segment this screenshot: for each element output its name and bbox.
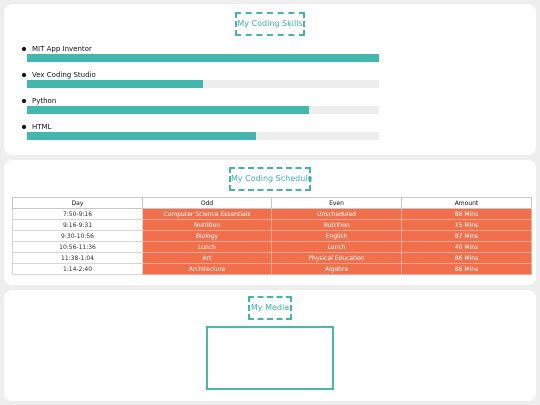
- skill-item: Python: [22, 96, 387, 114]
- skill-progress-bar: [27, 106, 379, 114]
- schedule-header-row: Day Odd Even Amount: [12, 197, 532, 209]
- odd-cell: Biology: [142, 230, 272, 242]
- even-cell: Unscheduled: [271, 208, 402, 220]
- skill-progress-bar: [27, 80, 379, 88]
- skill-item: MIT App Inventor: [22, 44, 387, 62]
- even-cell: English: [271, 230, 402, 242]
- skill-name: HTML: [32, 123, 52, 131]
- table-row: 7:50-9:16 Computer Science Essentials Unsc…: [12, 208, 532, 220]
- table-row: 9:30-10:56 Biology English 87 Mins: [12, 230, 532, 242]
- day-cell: 7:50-9:16: [12, 208, 143, 220]
- skill-progress-bar: [27, 54, 379, 62]
- bullet-icon: [22, 125, 26, 129]
- skill-progress-fill: [27, 106, 309, 114]
- odd-cell: Lunch: [142, 241, 272, 253]
- day-cell: 11:38-1:04: [12, 252, 143, 264]
- bullet-icon: [22, 73, 26, 77]
- odd-cell: Nutrition: [142, 219, 272, 231]
- skill-item: Vex Coding Studio: [22, 70, 387, 88]
- even-cell: Algebra: [271, 263, 402, 275]
- amount-cell: 15 Mins: [401, 219, 532, 231]
- day-cell: 9:30-10:56: [12, 230, 143, 242]
- schedule-card: My Coding Schedule Day Odd Even Amount 7…: [4, 160, 536, 285]
- table-row: 10:56-11:36 Lunch Lunch 40 Mins: [12, 241, 532, 253]
- skill-label: Python: [22, 96, 387, 106]
- skill-progress-fill: [27, 54, 379, 62]
- bullet-icon: [22, 47, 26, 51]
- media-heading: My Media: [248, 296, 292, 320]
- day-cell: 1:14-2:40: [12, 263, 143, 275]
- skill-progress-bar: [27, 132, 379, 140]
- column-header-amount: Amount: [401, 197, 532, 209]
- skill-label: Vex Coding Studio: [22, 70, 387, 80]
- column-header-day: Day: [12, 197, 143, 209]
- skill-label: MIT App Inventor: [22, 44, 387, 54]
- day-cell: 9:16-9:31: [12, 219, 143, 231]
- skill-name: Python: [32, 97, 57, 105]
- skill-name: MIT App Inventor: [32, 45, 92, 53]
- media-card: My Media: [4, 290, 536, 401]
- day-cell: 10:56-11:36: [12, 241, 143, 253]
- even-cell: Physical Education: [271, 252, 402, 264]
- amount-cell: 86 Mins: [401, 252, 532, 264]
- amount-cell: 40 Mins: [401, 241, 532, 253]
- odd-cell: Computer Science Essentials: [142, 208, 272, 220]
- amount-cell: 86 Mins: [401, 208, 532, 220]
- skills-heading: My Coding Skills: [235, 12, 305, 36]
- column-header-even: Even: [271, 197, 402, 209]
- skill-name: Vex Coding Studio: [32, 71, 96, 79]
- skill-item: HTML: [22, 122, 387, 140]
- skill-progress-fill: [27, 132, 256, 140]
- bullet-icon: [22, 99, 26, 103]
- skills-card: My Coding Skills MIT App Inventor Vex Cod…: [4, 4, 536, 155]
- even-cell: Lunch: [271, 241, 402, 253]
- skill-label: HTML: [22, 122, 387, 132]
- amount-cell: 86 Mins: [401, 263, 532, 275]
- skill-progress-fill: [27, 80, 203, 88]
- table-row: 1:14-2:40 Architecture Algebra 86 Mins: [12, 263, 532, 275]
- odd-cell: Architecture: [142, 263, 272, 275]
- column-header-odd: Odd: [142, 197, 272, 209]
- media-embed[interactable]: [206, 326, 334, 390]
- schedule-table: Day Odd Even Amount 7:50-9:16 Computer Sc…: [12, 197, 532, 275]
- schedule-heading: My Coding Schedule: [229, 167, 312, 191]
- amount-cell: 87 Mins: [401, 230, 532, 242]
- odd-cell: Art: [142, 252, 272, 264]
- even-cell: Nutrition: [271, 219, 402, 231]
- table-row: 9:16-9:31 Nutrition Nutrition 15 Mins: [12, 219, 532, 231]
- table-row: 11:38-1:04 Art Physical Education 86 Mins: [12, 252, 532, 264]
